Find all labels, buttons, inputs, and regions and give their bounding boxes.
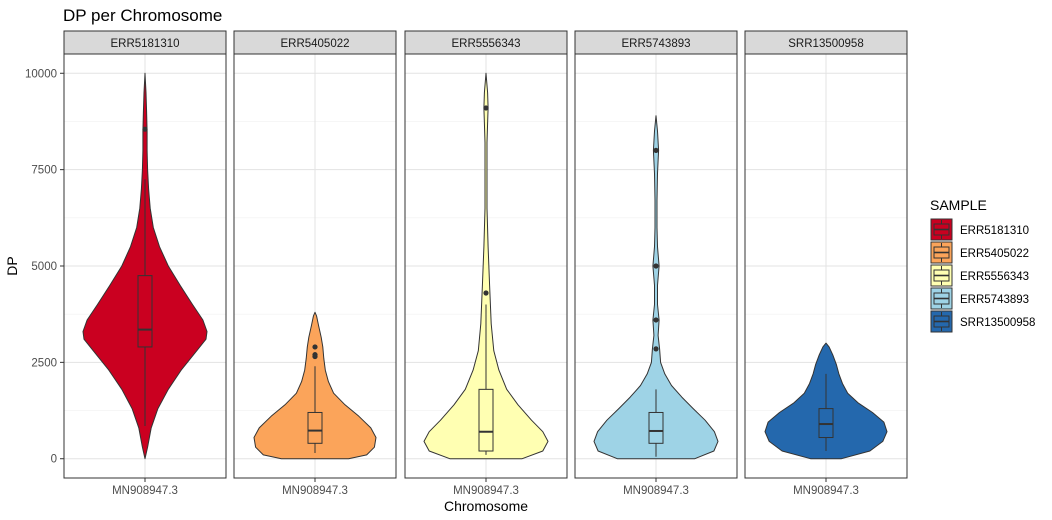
outlier-point xyxy=(653,147,659,153)
iqr-box xyxy=(648,411,664,444)
legend-label: ERR5405022 xyxy=(960,248,1029,260)
x-axis-label: Chromosome xyxy=(444,498,528,514)
outlier-point xyxy=(312,352,318,358)
y-tick-label: 0 xyxy=(51,454,57,466)
y-tick-label: 7500 xyxy=(31,165,57,177)
facet-strip-label: SRR13500958 xyxy=(788,38,863,50)
violin-shape xyxy=(593,115,719,460)
legend-label: SRR13500958 xyxy=(960,317,1035,329)
x-tick-label: MN908947.3 xyxy=(453,485,519,497)
legend-key-err5181310: ERR5181310 xyxy=(930,218,1029,241)
outlier-point xyxy=(653,317,659,323)
violin-shape xyxy=(423,72,549,460)
legend-key-err5556343: ERR5556343 xyxy=(930,264,1029,287)
y-tick-label: 10000 xyxy=(25,68,57,80)
chart-title: DP per Chromosome xyxy=(63,6,222,25)
y-tick-label: 2500 xyxy=(31,357,57,369)
outlier-point xyxy=(483,290,489,296)
legend-key-srr13500958: SRR13500958 xyxy=(930,310,1035,333)
legend-title: SAMPLE xyxy=(930,197,987,213)
y-axis: 0 2500 5000 7500 10000 xyxy=(25,68,64,466)
facet-panel-err5556343: ERR5556343 MN908947.3 xyxy=(404,30,568,497)
outlier-point xyxy=(312,344,318,350)
legend-key-err5743893: ERR5743893 xyxy=(930,287,1029,310)
x-tick-label: MN908947.3 xyxy=(112,485,178,497)
facet-panel-err5181310: ERR5181310 MN908947.3 xyxy=(63,30,227,497)
facet-panels: ERR5181310 MN908947.3 ERR5405022 MN908947.3… xyxy=(63,30,908,497)
outlier-point xyxy=(653,263,659,269)
facet-strip-label: ERR5181310 xyxy=(110,38,179,50)
facet-strip-label: ERR5405022 xyxy=(280,38,349,50)
facet-strip-label: ERR5743893 xyxy=(621,38,690,50)
iqr-box xyxy=(478,388,494,452)
y-axis-label: DP xyxy=(4,256,20,275)
x-tick-label: MN908947.3 xyxy=(282,485,348,497)
facet-strip-label: ERR5556343 xyxy=(451,38,520,50)
legend-label: ERR5181310 xyxy=(960,225,1029,237)
legend-key-err5405022: ERR5405022 xyxy=(930,241,1029,264)
facet-panel-err5743893: ERR5743893 MN908947.3 xyxy=(574,30,738,497)
iqr-box xyxy=(137,275,153,348)
iqr-box xyxy=(307,411,323,444)
outlier-point xyxy=(483,105,489,111)
facet-panel-srr13500958: SRR13500958 MN908947.3 xyxy=(744,30,908,497)
facet-panel-err5405022: ERR5405022 MN908947.3 xyxy=(233,30,397,497)
legend: SAMPLE ERR5181310 ERR5405022 ERR5556343 ERR… xyxy=(930,197,1035,333)
legend-label: ERR5743893 xyxy=(960,294,1029,306)
outlier-point xyxy=(653,346,659,352)
x-tick-label: MN908947.3 xyxy=(793,485,859,497)
x-tick-label: MN908947.3 xyxy=(623,485,689,497)
y-tick-label: 5000 xyxy=(31,261,57,273)
legend-label: ERR5556343 xyxy=(960,271,1029,283)
outlier-point xyxy=(142,126,148,132)
